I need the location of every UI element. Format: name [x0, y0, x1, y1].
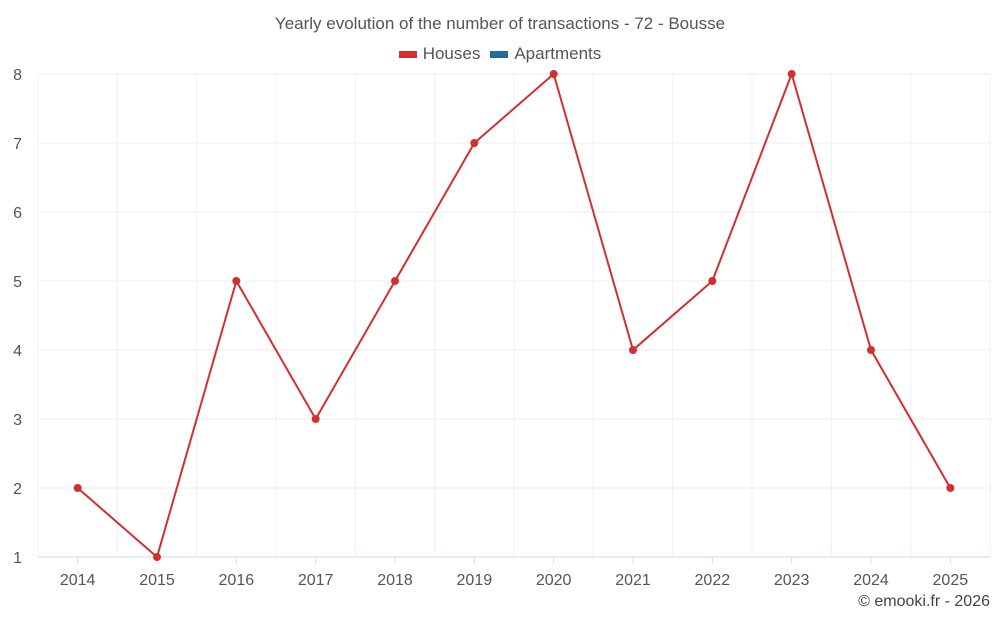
- y-tick-label: 6: [13, 205, 22, 222]
- x-tick-label: 2025: [933, 572, 969, 589]
- data-point: [867, 346, 875, 354]
- x-tick-label: 2023: [774, 572, 810, 589]
- legend-label-apartments: Apartments: [514, 44, 602, 63]
- legend-item-apartments[interactable]: Apartments: [490, 44, 601, 64]
- chart-title: Yearly evolution of the number of transa…: [274, 14, 726, 33]
- data-point: [391, 277, 399, 285]
- data-point: [787, 70, 796, 78]
- x-tick-label: 2018: [377, 572, 413, 589]
- series-line-houses: [77, 73, 952, 558]
- y-tick-label: 8: [13, 67, 22, 84]
- y-tick-label: 1: [13, 550, 22, 567]
- x-tick-label: 2016: [219, 572, 255, 589]
- x-tick-label: 2014: [60, 572, 96, 589]
- y-tick-label: 4: [13, 343, 22, 360]
- data-point: [153, 553, 161, 561]
- x-tick-label: 2015: [139, 572, 175, 589]
- chart-legend: Houses Apartments: [0, 44, 1000, 64]
- data-point: [629, 346, 637, 354]
- data-point: [73, 484, 82, 492]
- data-point: [708, 277, 717, 285]
- x-tick-label: 2021: [615, 572, 651, 589]
- legend-swatch-apartments: [490, 50, 509, 58]
- y-tick-label: 7: [13, 136, 22, 153]
- legend-label-houses: Houses: [422, 44, 481, 63]
- data-point: [232, 277, 241, 285]
- legend-swatch-houses: [398, 50, 417, 58]
- y-tick-label: 5: [13, 274, 22, 291]
- y-tick-label: 2: [13, 481, 22, 498]
- copyright-footer: © emooki.fr - 2026: [858, 593, 990, 610]
- y-tick-label: 3: [13, 412, 22, 429]
- data-point: [549, 70, 558, 78]
- x-tick-label: 2019: [457, 572, 493, 589]
- data-point: [470, 139, 479, 147]
- x-tick-label: 2017: [298, 572, 334, 589]
- legend-item-houses[interactable]: Houses: [398, 44, 481, 64]
- x-tick-label: 2022: [695, 572, 731, 589]
- data-point: [311, 415, 320, 423]
- data-point: [946, 484, 955, 492]
- x-tick-label: 2024: [853, 572, 889, 589]
- x-tick-label: 2020: [536, 572, 572, 589]
